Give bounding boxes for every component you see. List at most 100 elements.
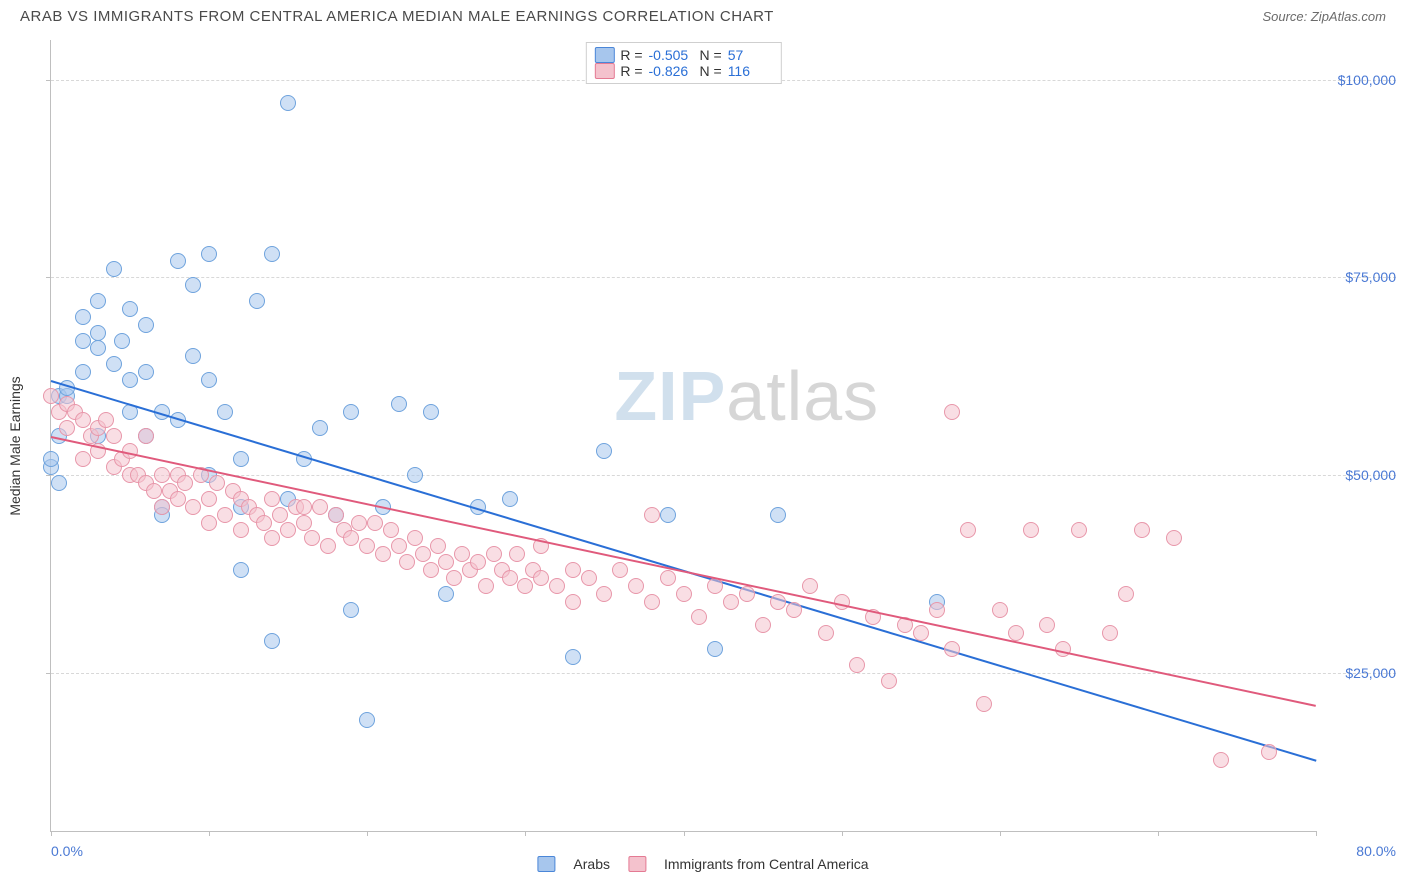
data-point <box>43 451 59 467</box>
x-tick-mark <box>367 831 368 836</box>
data-point <box>802 578 818 594</box>
data-point <box>367 515 383 531</box>
watermark-atlas: atlas <box>726 357 879 435</box>
watermark: ZIPatlas <box>614 356 879 436</box>
data-point <box>470 554 486 570</box>
data-point <box>122 301 138 317</box>
data-point <box>217 404 233 420</box>
data-point <box>581 570 597 586</box>
data-point <box>446 570 462 586</box>
r-value: -0.505 <box>649 47 694 63</box>
chart-title: ARAB VS IMMIGRANTS FROM CENTRAL AMERICA … <box>20 8 774 25</box>
data-point <box>565 562 581 578</box>
data-point <box>628 578 644 594</box>
y-tick-mark <box>46 475 51 476</box>
n-label: N = <box>700 47 722 63</box>
data-point <box>264 530 280 546</box>
data-point <box>343 602 359 618</box>
data-point <box>849 657 865 673</box>
data-point <box>75 333 91 349</box>
x-tick-mark <box>51 831 52 836</box>
data-point <box>596 586 612 602</box>
y-axis-title: Median Male Earnings <box>7 376 23 515</box>
data-point <box>177 475 193 491</box>
y-tick-label: $50,000 <box>1321 467 1396 483</box>
data-point <box>280 522 296 538</box>
data-point <box>106 261 122 277</box>
data-point <box>209 475 225 491</box>
data-point <box>517 578 533 594</box>
x-tick-mark <box>1158 831 1159 836</box>
data-point <box>75 309 91 325</box>
data-point <box>415 546 431 562</box>
watermark-zip: ZIP <box>614 357 726 435</box>
data-point <box>233 562 249 578</box>
data-point <box>170 253 186 269</box>
data-point <box>75 412 91 428</box>
data-point <box>644 507 660 523</box>
data-point <box>217 507 233 523</box>
data-point <box>1102 625 1118 641</box>
data-point <box>264 633 280 649</box>
data-point <box>383 522 399 538</box>
x-axis-min-label: 0.0% <box>51 843 83 859</box>
data-point <box>249 293 265 309</box>
x-axis-max-label: 80.0% <box>1356 843 1396 859</box>
data-point <box>509 546 525 562</box>
data-point <box>992 602 1008 618</box>
data-point <box>391 396 407 412</box>
data-point <box>51 475 67 491</box>
data-point <box>770 594 786 610</box>
data-point <box>359 712 375 728</box>
data-point <box>233 451 249 467</box>
x-tick-mark <box>1316 831 1317 836</box>
data-point <box>960 522 976 538</box>
data-point <box>533 570 549 586</box>
data-point <box>644 594 660 610</box>
data-point <box>478 578 494 594</box>
data-point <box>438 586 454 602</box>
data-point <box>343 530 359 546</box>
data-point <box>786 602 802 618</box>
data-point <box>90 325 106 341</box>
data-point <box>272 507 288 523</box>
series-legend: ArabsImmigrants from Central America <box>537 856 868 872</box>
data-point <box>43 388 59 404</box>
legend-swatch <box>628 856 646 872</box>
data-point <box>1039 617 1055 633</box>
data-point <box>596 443 612 459</box>
data-point <box>264 246 280 262</box>
data-point <box>122 372 138 388</box>
gridline <box>51 475 1396 476</box>
data-point <box>185 348 201 364</box>
data-point <box>201 246 217 262</box>
r-label: R = <box>620 63 642 79</box>
data-point <box>676 586 692 602</box>
data-point <box>296 515 312 531</box>
stats-row: R =-0.826N =116 <box>594 63 772 79</box>
data-point <box>818 625 834 641</box>
legend-swatch <box>537 856 555 872</box>
data-point <box>913 625 929 641</box>
data-point <box>320 538 336 554</box>
data-point <box>138 364 154 380</box>
data-point <box>423 404 439 420</box>
data-point <box>154 499 170 515</box>
data-point <box>170 491 186 507</box>
x-tick-mark <box>525 831 526 836</box>
legend-swatch <box>594 63 614 79</box>
data-point <box>59 420 75 436</box>
data-point <box>106 356 122 372</box>
gridline <box>51 277 1396 278</box>
data-point <box>770 507 786 523</box>
data-point <box>502 491 518 507</box>
data-point <box>430 538 446 554</box>
data-point <box>75 451 91 467</box>
data-point <box>549 578 565 594</box>
data-point <box>739 586 755 602</box>
data-point <box>106 428 122 444</box>
data-point <box>612 562 628 578</box>
x-tick-mark <box>842 831 843 836</box>
y-tick-mark <box>46 277 51 278</box>
x-tick-mark <box>684 831 685 836</box>
